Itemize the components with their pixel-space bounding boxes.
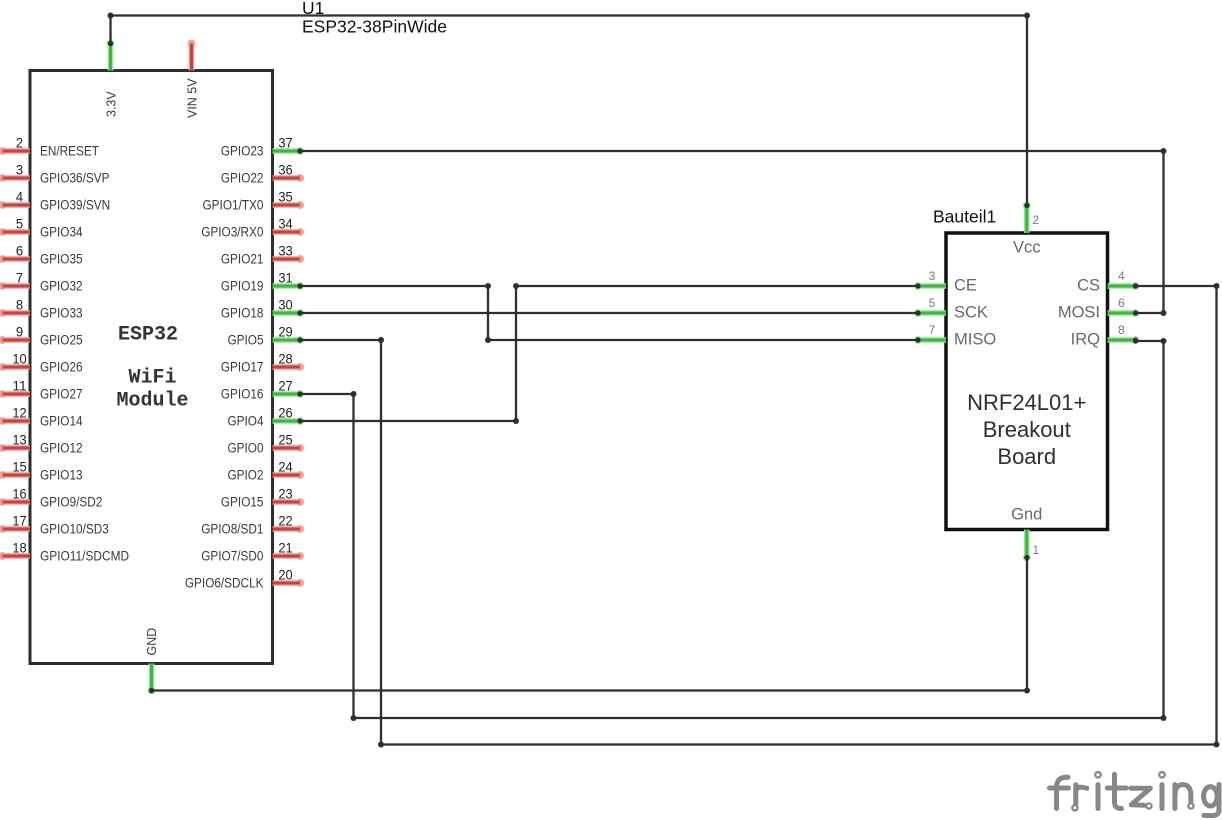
svg-text:18: 18 [12,539,26,555]
svg-text:NRF24L01+: NRF24L01+ [967,390,1086,415]
svg-text:GPIO0: GPIO0 [228,441,264,456]
svg-text:GPIO3/RX0: GPIO3/RX0 [201,225,263,240]
svg-text:Bauteil1: Bauteil1 [933,207,996,227]
svg-text:3: 3 [929,269,936,283]
svg-text:5: 5 [16,215,23,231]
svg-text:SCK: SCK [954,304,988,322]
svg-text:33: 33 [278,242,292,258]
svg-text:2: 2 [16,134,23,150]
svg-text:11: 11 [12,377,26,393]
svg-text:37: 37 [278,134,292,150]
svg-text:GPIO39/SVN: GPIO39/SVN [40,198,110,213]
svg-text:GPIO32: GPIO32 [40,279,83,294]
svg-text:GPIO17: GPIO17 [221,360,264,375]
svg-text:GPIO26: GPIO26 [40,360,83,375]
svg-text:4: 4 [16,188,23,204]
svg-text:9: 9 [16,323,23,339]
svg-text:3.3V: 3.3V [105,91,119,117]
svg-text:GPIO7/SD0: GPIO7/SD0 [201,549,263,564]
svg-text:WiFi: WiFi [128,367,176,390]
svg-text:GPIO14: GPIO14 [40,414,83,429]
svg-text:GPIO9/SD2: GPIO9/SD2 [40,495,102,510]
svg-text:MISO: MISO [954,331,996,349]
svg-text:5: 5 [929,296,936,310]
svg-text:27: 27 [278,377,292,393]
svg-text:7: 7 [16,269,23,285]
svg-text:GPIO18: GPIO18 [221,306,264,321]
svg-text:GPIO19: GPIO19 [221,279,264,294]
svg-text:35: 35 [278,188,292,204]
svg-text:GPIO22: GPIO22 [221,171,264,186]
svg-text:2: 2 [1033,213,1040,227]
svg-text:U1: U1 [302,0,324,18]
svg-text:GPIO34: GPIO34 [40,225,83,240]
svg-text:3: 3 [16,161,23,177]
svg-text:GPIO13: GPIO13 [40,468,83,483]
svg-text:Gnd: Gnd [1011,506,1042,524]
svg-text:15: 15 [12,458,26,474]
svg-text:GPIO12: GPIO12 [40,441,83,456]
svg-text:GPIO5: GPIO5 [228,333,264,348]
svg-text:GPIO21: GPIO21 [221,252,264,267]
svg-text:20: 20 [278,566,292,582]
svg-text:GPIO8/SD1: GPIO8/SD1 [201,522,263,537]
svg-text:Vcc: Vcc [1013,239,1041,257]
svg-text:21: 21 [278,539,292,555]
svg-text:13: 13 [12,431,26,447]
svg-text:36: 36 [278,161,292,177]
svg-text:CS: CS [1077,277,1100,295]
svg-text:GPIO35: GPIO35 [40,252,83,267]
svg-text:17: 17 [12,512,26,528]
svg-text:30: 30 [278,296,292,312]
svg-text:31: 31 [278,269,292,285]
svg-text:8: 8 [1118,323,1125,337]
svg-text:MOSI: MOSI [1058,304,1100,322]
svg-text:IRQ: IRQ [1071,331,1101,349]
svg-text:26: 26 [278,404,292,420]
svg-text:Board: Board [997,444,1056,469]
svg-text:4: 4 [1118,269,1125,283]
svg-text:GPIO23: GPIO23 [221,144,264,159]
svg-text:24: 24 [278,458,292,474]
svg-text:CE: CE [954,277,977,295]
svg-text:Breakout: Breakout [983,417,1071,442]
svg-text:1: 1 [1033,543,1040,557]
svg-text:VIN 5V: VIN 5V [186,78,200,118]
svg-text:GPIO16: GPIO16 [221,387,264,402]
svg-text:34: 34 [278,215,292,231]
svg-text:GPIO33: GPIO33 [40,306,83,321]
svg-text:28: 28 [278,350,292,366]
svg-text:16: 16 [12,485,26,501]
svg-text:ESP32: ESP32 [118,324,178,347]
svg-text:6: 6 [1118,296,1125,310]
svg-text:29: 29 [278,323,292,339]
svg-text:8: 8 [16,296,23,312]
svg-text:GPIO25: GPIO25 [40,333,83,348]
svg-text:GPIO2: GPIO2 [228,468,264,483]
svg-text:GND: GND [145,628,159,656]
svg-text:GPIO11/SDCMD: GPIO11/SDCMD [40,549,129,564]
svg-text:Module: Module [116,390,188,413]
svg-text:GPIO6/SDCLK: GPIO6/SDCLK [185,576,264,591]
svg-text:GPIO1/TX0: GPIO1/TX0 [203,198,264,213]
svg-text:GPIO36/SVP: GPIO36/SVP [40,171,110,186]
svg-text:GPIO4: GPIO4 [228,414,264,429]
svg-text:7: 7 [929,323,936,337]
svg-text:GPIO27: GPIO27 [40,387,83,402]
svg-text:10: 10 [12,350,26,366]
svg-text:GPIO10/SD3: GPIO10/SD3 [40,522,109,537]
svg-text:25: 25 [278,431,292,447]
svg-text:ESP32-38PinWide: ESP32-38PinWide [302,17,447,37]
svg-text:GPIO15: GPIO15 [221,495,264,510]
svg-text:12: 12 [12,404,26,420]
svg-text:23: 23 [278,485,292,501]
svg-text:6: 6 [16,242,23,258]
svg-text:EN/RESET: EN/RESET [40,144,99,159]
svg-text:22: 22 [278,512,292,528]
